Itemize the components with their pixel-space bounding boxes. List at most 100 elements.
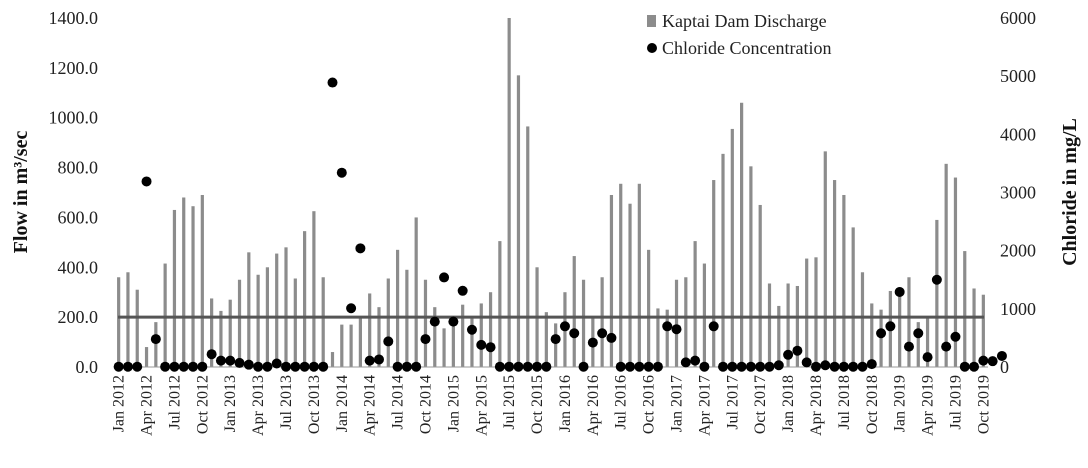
chloride-point (522, 361, 533, 372)
discharge-bar (544, 312, 548, 367)
discharge-bar (832, 180, 837, 367)
chloride-point (922, 352, 933, 363)
x-tick-label: Apr 2019 (920, 375, 937, 436)
x-tick-label: Jan 2018 (780, 375, 797, 432)
discharge-bar (879, 309, 883, 367)
chloride-point (857, 361, 868, 372)
chloride-point (727, 361, 738, 372)
chloride-point (234, 357, 245, 368)
chloride-point (634, 361, 645, 372)
chloride-point (457, 285, 468, 296)
discharge-bar (916, 322, 920, 367)
discharge-bar (767, 283, 772, 367)
chloride-point (820, 360, 831, 371)
discharge-bar (461, 304, 465, 367)
discharge-bar (786, 283, 790, 367)
chloride-point (643, 361, 654, 372)
chloride-point (401, 361, 412, 372)
discharge-bar (191, 206, 195, 367)
discharge-bar (330, 352, 335, 367)
x-tick-label: Jan 2013 (222, 375, 239, 432)
chloride-point (792, 345, 803, 356)
chloride-point (773, 360, 784, 371)
right-y-tick-label: 3000 (1000, 183, 1036, 203)
chloride-point (420, 334, 431, 345)
chloride-point (894, 286, 905, 297)
chloride-point (392, 361, 403, 372)
discharge-bar (758, 204, 762, 367)
discharge-bar (182, 197, 186, 367)
chloride-point (513, 361, 524, 372)
chloride-point (373, 354, 384, 365)
chloride-point (411, 361, 422, 372)
chloride-point (838, 361, 849, 372)
chloride-point (829, 361, 840, 372)
discharge-bar (721, 153, 725, 367)
chloride-point (913, 328, 924, 339)
discharge-bar (237, 279, 242, 367)
discharge-bar (117, 277, 121, 367)
discharge-bar (451, 318, 455, 367)
chloride-point (429, 316, 440, 327)
chloride-point (318, 361, 329, 372)
discharge-bar (572, 256, 576, 367)
discharge-bar (749, 166, 753, 367)
right-y-tick-labels: 0 1000 2000 3000 4000 5000 6000 (1000, 8, 1036, 377)
chloride-point (597, 328, 608, 339)
discharge-bar (126, 272, 130, 367)
chloride-point (810, 361, 821, 372)
chloride-point (876, 328, 887, 339)
chloride-point (718, 361, 729, 372)
x-tick-label: Oct 2012 (194, 375, 211, 434)
discharge-bar (321, 277, 325, 367)
left-y-tick-label: 1200.0 (49, 58, 99, 78)
discharge-bar (935, 219, 939, 367)
discharge-bar (163, 263, 167, 367)
discharge-bar (377, 307, 381, 367)
discharge-bar (702, 263, 707, 367)
discharge-bar (554, 323, 558, 368)
chloride-point (950, 331, 961, 342)
legend-label-discharge: Kaptai Dam Discharge (662, 11, 827, 31)
right-y-tick-label: 2000 (1000, 241, 1036, 261)
discharge-bar (963, 251, 967, 367)
discharge-bars (117, 18, 985, 368)
discharge-bar (851, 227, 855, 367)
discharge-bar (684, 277, 688, 367)
chloride-point (448, 316, 459, 327)
discharge-bar (712, 180, 716, 367)
chloride-point (327, 77, 338, 88)
left-axis-title: Flow in m³/sec (10, 131, 32, 254)
chloride-point (764, 361, 775, 372)
right-axis-title: Chloride in mg/L (1059, 118, 1081, 266)
x-tick-label: Apr 2016 (585, 375, 602, 436)
discharge-bar (256, 274, 260, 367)
chloride-point (206, 349, 217, 360)
left-y-tick-labels: 0.0 200.0 400.0 600.0 800.0 1000.0 1200.0 1400.… (49, 8, 99, 377)
x-tick-label: Oct 2018 (864, 375, 881, 434)
x-tick-label: Jan 2016 (557, 375, 574, 432)
chloride-point (476, 339, 487, 350)
chloride-point (996, 350, 1007, 361)
x-tick-label: Oct 2019 (975, 375, 992, 434)
x-tick-label: Jul 2017 (724, 375, 741, 430)
discharge-bar (740, 102, 744, 367)
right-y-tick-label: 0 (1000, 357, 1009, 377)
chloride-point (532, 361, 543, 372)
discharge-bar (172, 209, 177, 367)
chloride-point (178, 361, 189, 372)
left-axis-title-text: Flow in m³/sec (10, 131, 32, 254)
x-tick-label: Apr 2017 (696, 375, 713, 436)
chloride-point (848, 361, 859, 372)
chloride-point (308, 361, 319, 372)
discharge-bar (349, 324, 353, 367)
discharge-bar (805, 258, 809, 367)
discharge-bar (870, 303, 874, 367)
left-y-tick-label: 600.0 (58, 207, 99, 227)
x-tick-label: Apr 2014 (362, 375, 379, 436)
discharge-bar (470, 317, 474, 367)
legend-bar-swatch (647, 15, 656, 27)
chloride-point (346, 303, 357, 314)
discharge-bar (516, 75, 521, 367)
x-tick-label: Oct 2017 (752, 375, 769, 434)
